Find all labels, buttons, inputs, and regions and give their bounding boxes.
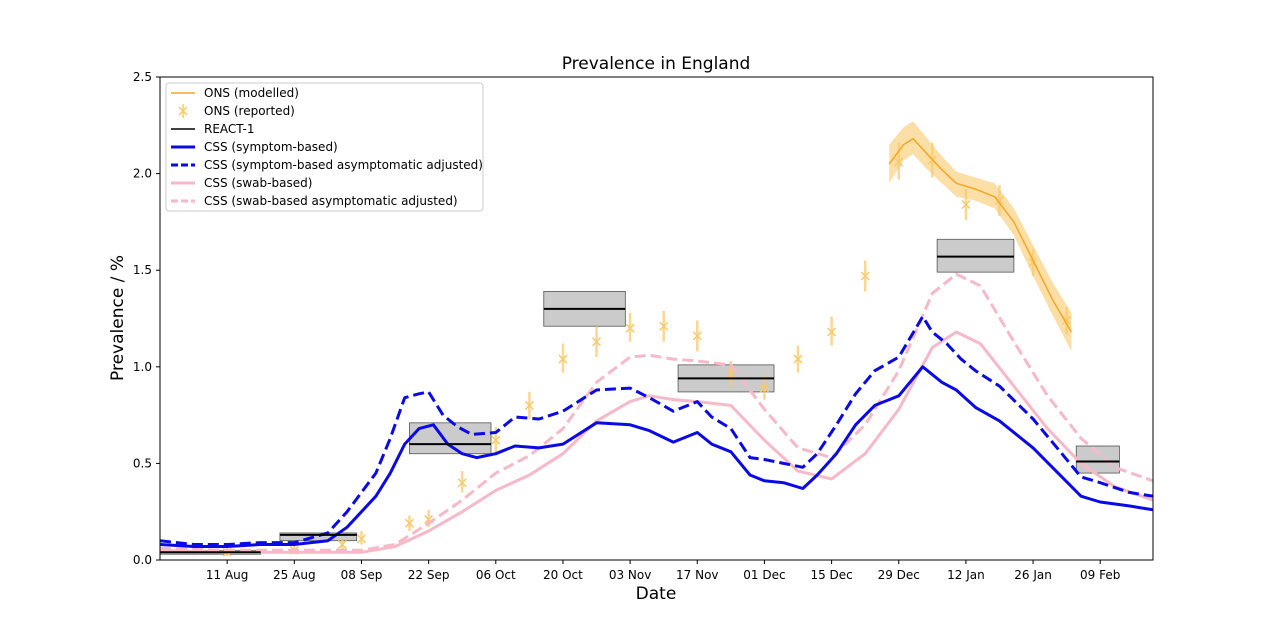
ons-reported-point-19 [894,142,904,180]
legend-entry-1: ONS (reported) [178,104,295,118]
y-tick-label-5: 2.5 [133,70,152,84]
ons-reported-point-2 [337,538,347,551]
ons-reported-point-13 [692,320,702,352]
x-tick-label-8: 01 Dec [743,568,785,582]
legend-entry-2: REACT-1 [171,122,255,136]
chart-title: Prevalence in England [562,54,751,74]
x-tick-label-11: 12 Jan [947,568,985,582]
ons-reported-point-4 [404,515,414,532]
legend: ONS (modelled) ONS (reported) REACT-1 CSS (… [165,82,484,212]
series-line-css-symptom-based [160,365,1153,548]
plot-frame [159,76,1154,561]
y-tick-label-2: 1.0 [133,360,152,374]
legend-label-0: ONS (modelled) [204,86,299,100]
ons-reported-point-21 [961,189,971,220]
x-tick-label-13: 09 Feb [1080,568,1120,582]
ons-reported-point-16 [793,345,803,373]
x-tick-label-4: 06 Oct [476,568,516,582]
ons-modelled-band [889,121,1072,352]
legend-label-6: CSS (swab-based asymptomatic adjusted) [204,194,458,208]
series-line-ons-modelled [888,138,1073,333]
x-tick-label-0: 11 Aug [206,568,249,582]
legend-label-4: CSS (symptom-based asymptomatic adjusted… [204,158,483,172]
y-tick-label-0: 0.0 [133,553,152,567]
ons-reported-point-6 [457,471,467,493]
x-tick-label-1: 25 Aug [273,568,316,582]
ons-reported-point-11 [625,312,635,342]
ons-reported-point-3 [356,531,367,545]
legend-entry-0: ONS (modelled) [171,86,299,100]
x-tick-label-9: 15 Dec [810,568,852,582]
ons-reported-point-10 [592,326,602,358]
ons-reported-point-22 [994,185,1005,217]
legend-label-5: CSS (swab-based) [204,176,312,190]
legend-label-3: CSS (symptom-based) [204,140,338,154]
legend-frame [165,82,484,212]
legend-entry-3: CSS (symptom-based) [171,140,338,154]
y-tick-label-4: 2.0 [133,167,152,181]
react1-interval-box-6 [1075,445,1120,474]
series-line-css-swab-based-asymptomatic-adjusted [160,272,1153,552]
y-tick-label-3: 1.5 [133,263,152,277]
ons-reported-point-9 [558,343,568,373]
legend-entry-4: CSS (symptom-based asymptomatic adjusted… [171,158,483,172]
x-tick-label-12: 26 Jan [1014,568,1052,582]
series-line-css-symptom-based-asymptomatic-adjusted [160,315,1153,546]
legend-label-2: REACT-1 [204,122,255,136]
x-tick-label-10: 29 Dec [878,568,920,582]
series-line-css-swab-based [160,330,1153,554]
legend-entry-6: CSS (swab-based asymptomatic adjusted) [171,194,458,208]
ons-reported-point-17 [827,316,837,346]
ons-reported-point-24 [1062,306,1072,334]
y-tick-label-1: 0.5 [133,456,152,470]
x-axis-title: Date [636,584,677,604]
ons-reported-point-12 [659,310,669,342]
x-tick-label-3: 22 Sep [408,568,450,582]
x-tick-label-2: 08 Sep [341,568,383,582]
x-tick-label-5: 20 Oct [543,568,583,582]
x-tick-label-7: 17 Nov [676,568,719,582]
ons-reported-point-8 [524,391,534,419]
ons-reported-point-18 [860,260,870,292]
legend-entry-5: CSS (swab-based) [171,176,312,190]
legend-marker-1 [178,106,188,116]
x-tick-label-6: 03 Nov [609,568,652,582]
y-axis-title: Prevalence / % [108,255,128,381]
legend-label-1: ONS (reported) [204,104,295,118]
